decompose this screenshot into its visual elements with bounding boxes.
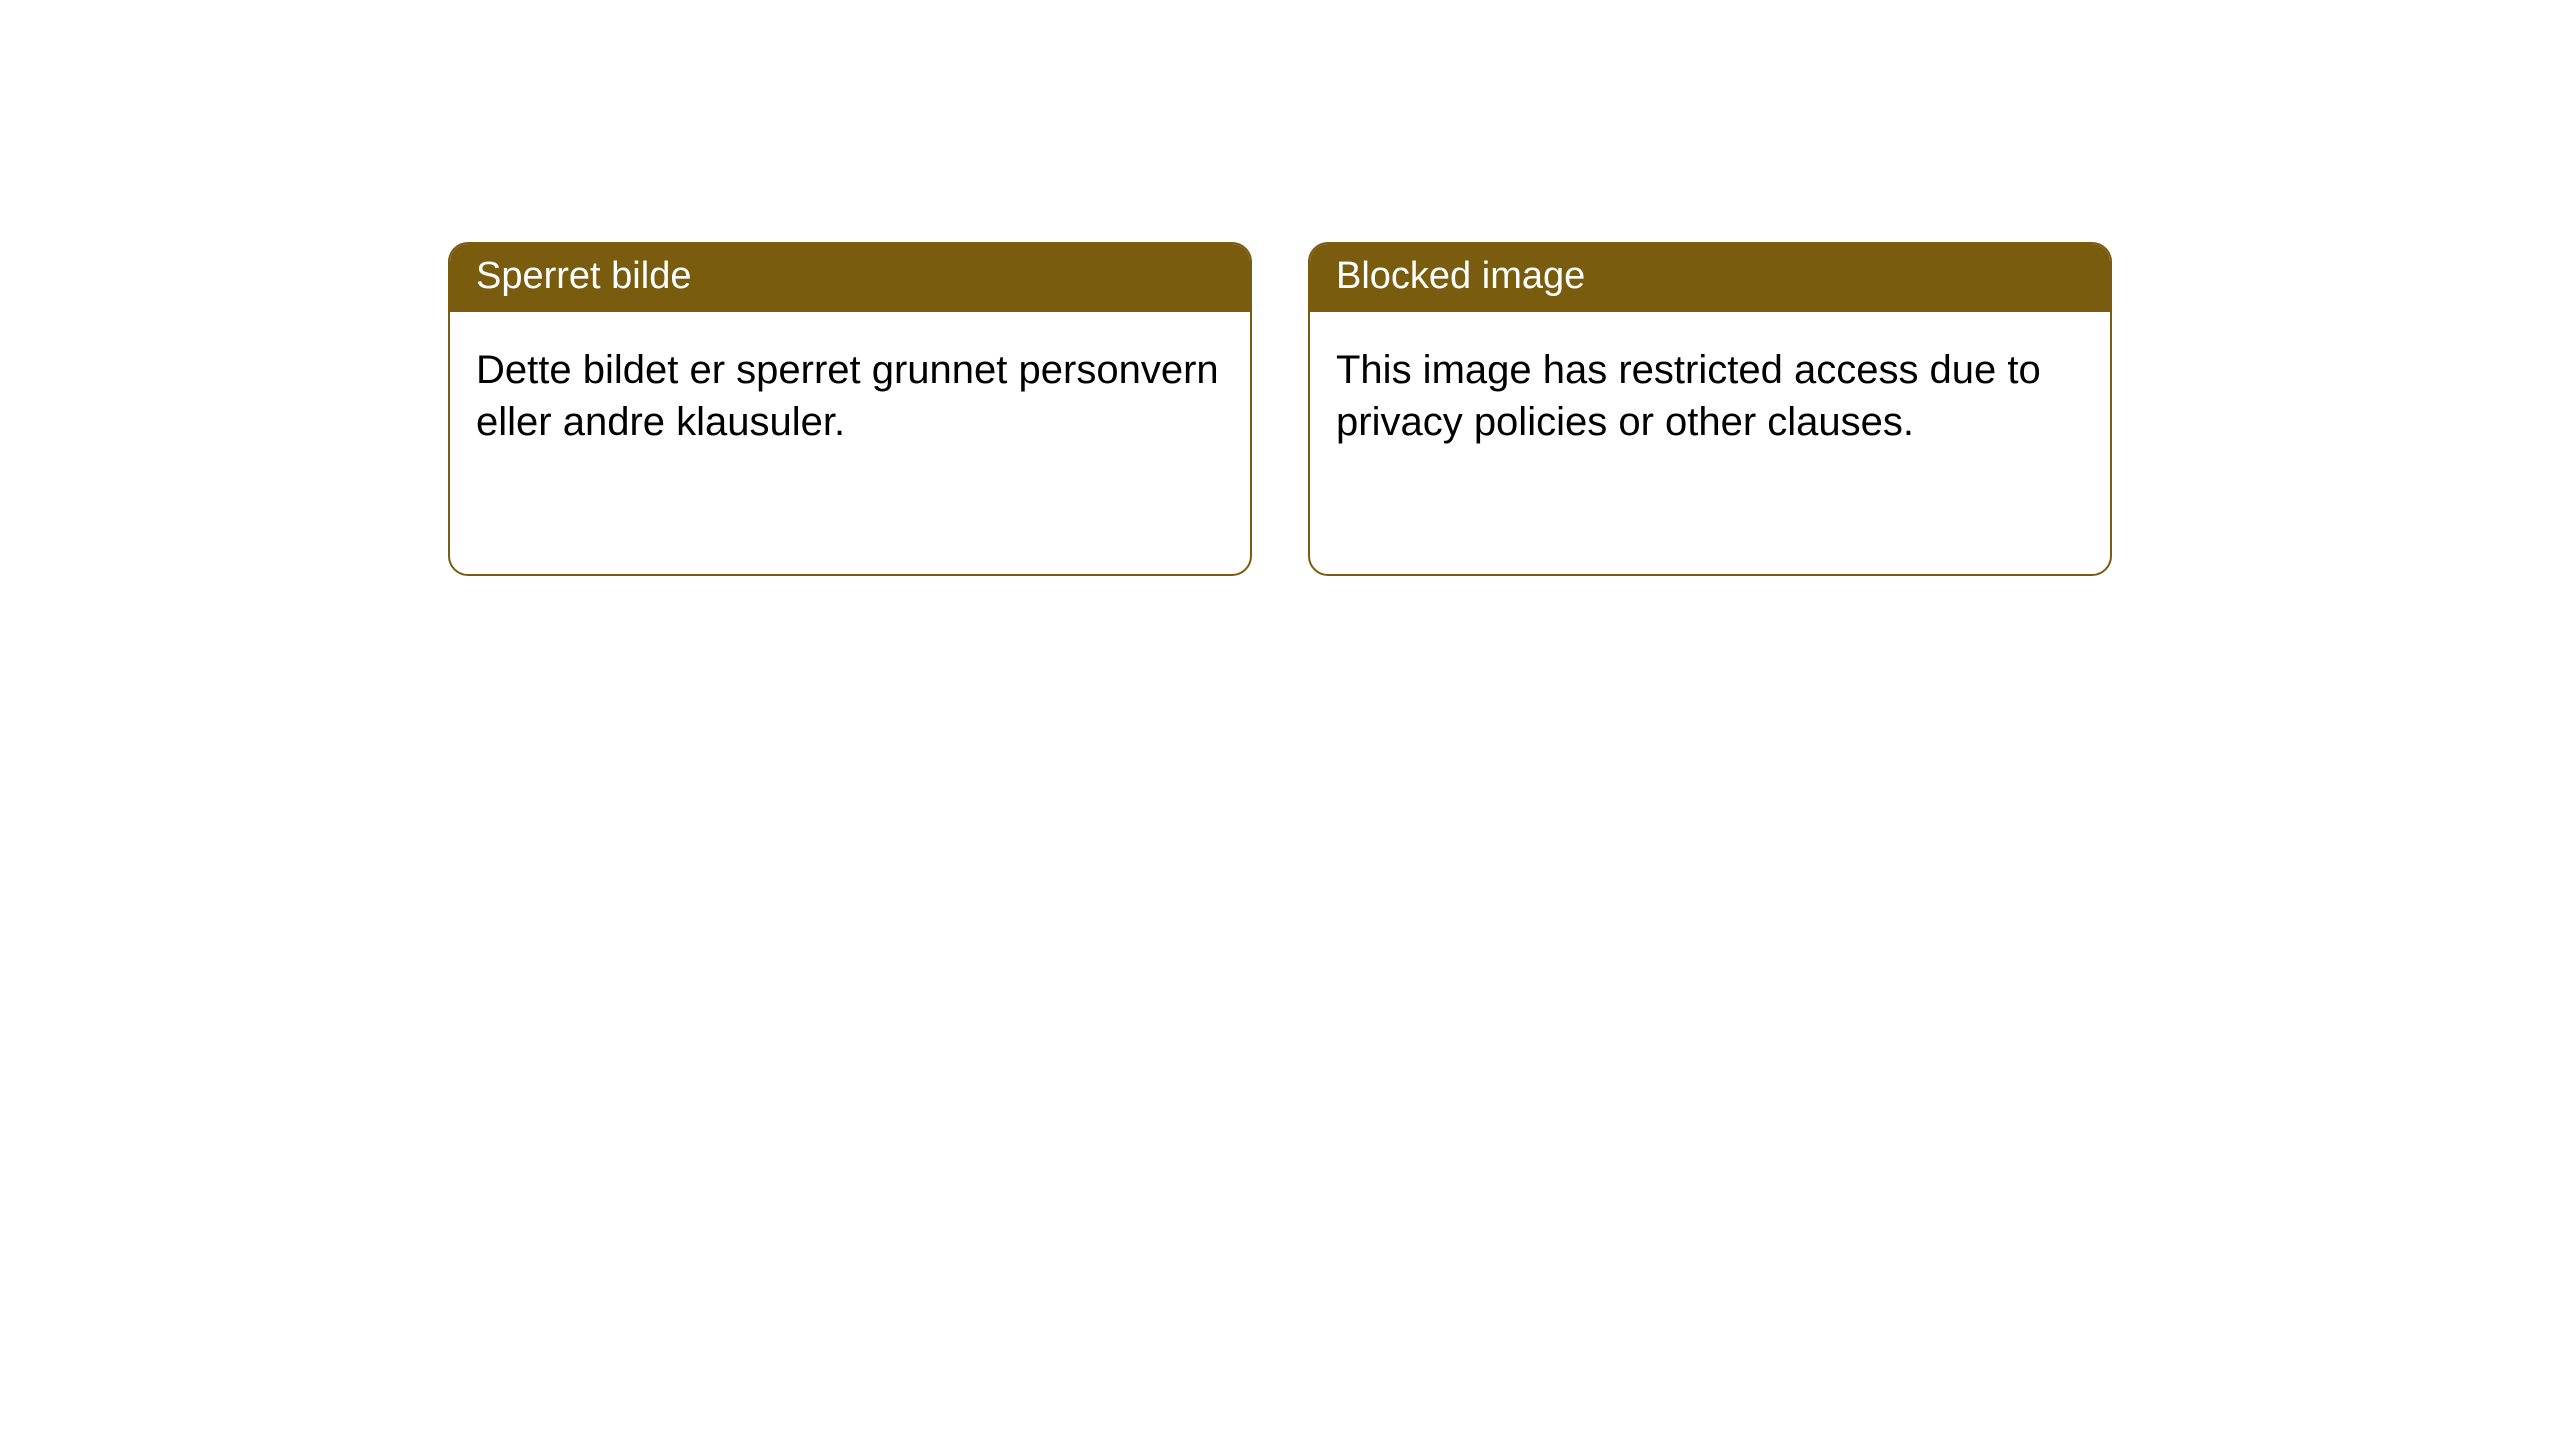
card-body-no: Dette bildet er sperret grunnet personve… <box>450 312 1250 480</box>
card-body-en: This image has restricted access due to … <box>1310 312 2110 480</box>
card-header-no: Sperret bilde <box>450 244 1250 312</box>
blocked-image-card-no: Sperret bilde Dette bildet er sperret gr… <box>448 242 1252 576</box>
card-header-en: Blocked image <box>1310 244 2110 312</box>
blocked-image-card-en: Blocked image This image has restricted … <box>1308 242 2112 576</box>
notice-cards-container: Sperret bilde Dette bildet er sperret gr… <box>0 0 2560 576</box>
